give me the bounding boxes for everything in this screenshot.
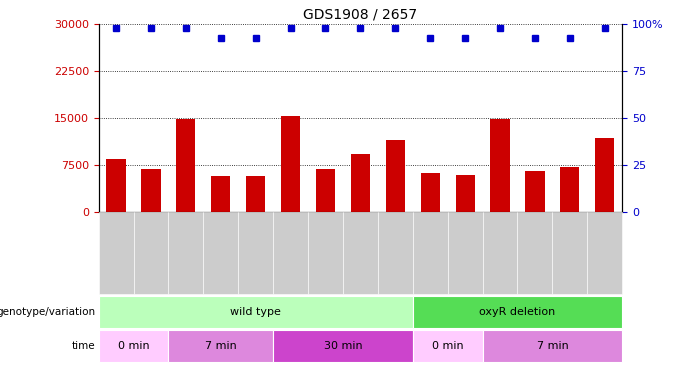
Bar bbox=[176, 119, 195, 212]
Title: GDS1908 / 2657: GDS1908 / 2657 bbox=[303, 8, 418, 22]
Bar bbox=[421, 173, 440, 212]
Text: ▶: ▶ bbox=[101, 307, 109, 317]
Bar bbox=[386, 140, 405, 212]
Text: 30 min: 30 min bbox=[324, 341, 362, 351]
Bar bbox=[246, 176, 265, 212]
Bar bbox=[490, 119, 509, 212]
Bar bbox=[351, 154, 370, 212]
Bar bbox=[107, 159, 126, 212]
Bar bbox=[211, 176, 231, 212]
Bar bbox=[595, 138, 614, 212]
Text: ▶: ▶ bbox=[101, 341, 109, 351]
Bar bbox=[141, 170, 160, 212]
Bar bbox=[281, 116, 300, 212]
Text: 0 min: 0 min bbox=[432, 341, 464, 351]
Bar bbox=[526, 171, 545, 212]
Text: wild type: wild type bbox=[231, 307, 281, 317]
Bar bbox=[456, 175, 475, 212]
Text: 7 min: 7 min bbox=[205, 341, 237, 351]
Text: oxyR deletion: oxyR deletion bbox=[479, 307, 556, 317]
Text: genotype/variation: genotype/variation bbox=[0, 307, 95, 317]
Text: time: time bbox=[71, 341, 95, 351]
Text: 7 min: 7 min bbox=[537, 341, 568, 351]
Bar bbox=[560, 167, 579, 212]
Bar bbox=[316, 170, 335, 212]
Text: 0 min: 0 min bbox=[118, 341, 150, 351]
